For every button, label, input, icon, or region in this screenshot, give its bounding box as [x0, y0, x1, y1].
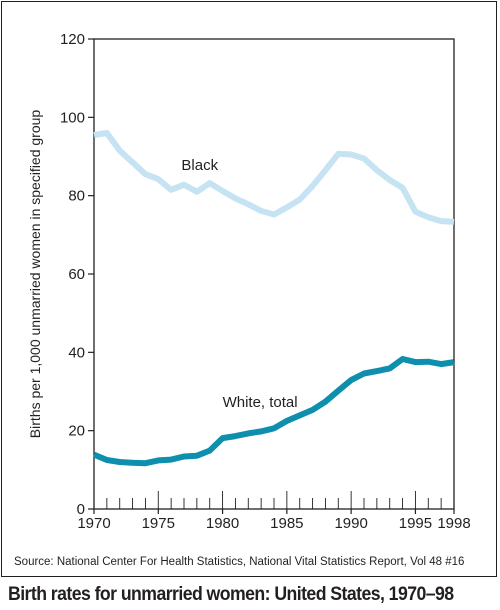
chart-frame — [1, 1, 497, 577]
y-tick-label-60: 60 — [68, 266, 85, 283]
chart-title: Birth rates for unmarried women: United … — [8, 584, 454, 605]
x-tick-label-1985: 1985 — [270, 515, 303, 532]
y-axis-ticks: 0 20 40 60 80 100 120 — [60, 31, 94, 518]
series-line-white-total — [92, 356, 455, 467]
series-annotation-white-total: White, total — [223, 394, 298, 411]
x-tick-label-1995: 1995 — [399, 515, 432, 532]
y-tick-label-0: 0 — [77, 501, 85, 518]
series-annotation-black: Black — [181, 157, 218, 174]
x-tick-label-1998: 1998 — [437, 515, 470, 532]
x-tick-label-1990: 1990 — [334, 515, 367, 532]
y-axis-label: Births per 1,000 unmarried women in spec… — [27, 110, 43, 439]
y-tick-label-20: 20 — [68, 423, 85, 440]
x-tick-label-1980: 1980 — [206, 515, 239, 532]
series-layer — [92, 130, 455, 467]
x-minor-ticks — [106, 491, 442, 509]
y-tick-label-100: 100 — [60, 109, 85, 126]
y-tick-label-40: 40 — [68, 344, 85, 361]
x-tick-label-1975: 1975 — [142, 515, 175, 532]
y-tick-label-80: 80 — [68, 188, 85, 205]
series-annotations: Black White, total — [181, 157, 297, 411]
source-note: Source: National Center For Health Stati… — [14, 556, 465, 568]
series-line-black — [93, 130, 455, 225]
x-tick-label-1970: 1970 — [77, 515, 110, 532]
y-tick-label-120: 120 — [60, 31, 85, 48]
x-axis-ticks: 1970 1975 1980 1985 1990 1995 1998 — [77, 509, 471, 532]
plot-area-border — [93, 38, 455, 510]
